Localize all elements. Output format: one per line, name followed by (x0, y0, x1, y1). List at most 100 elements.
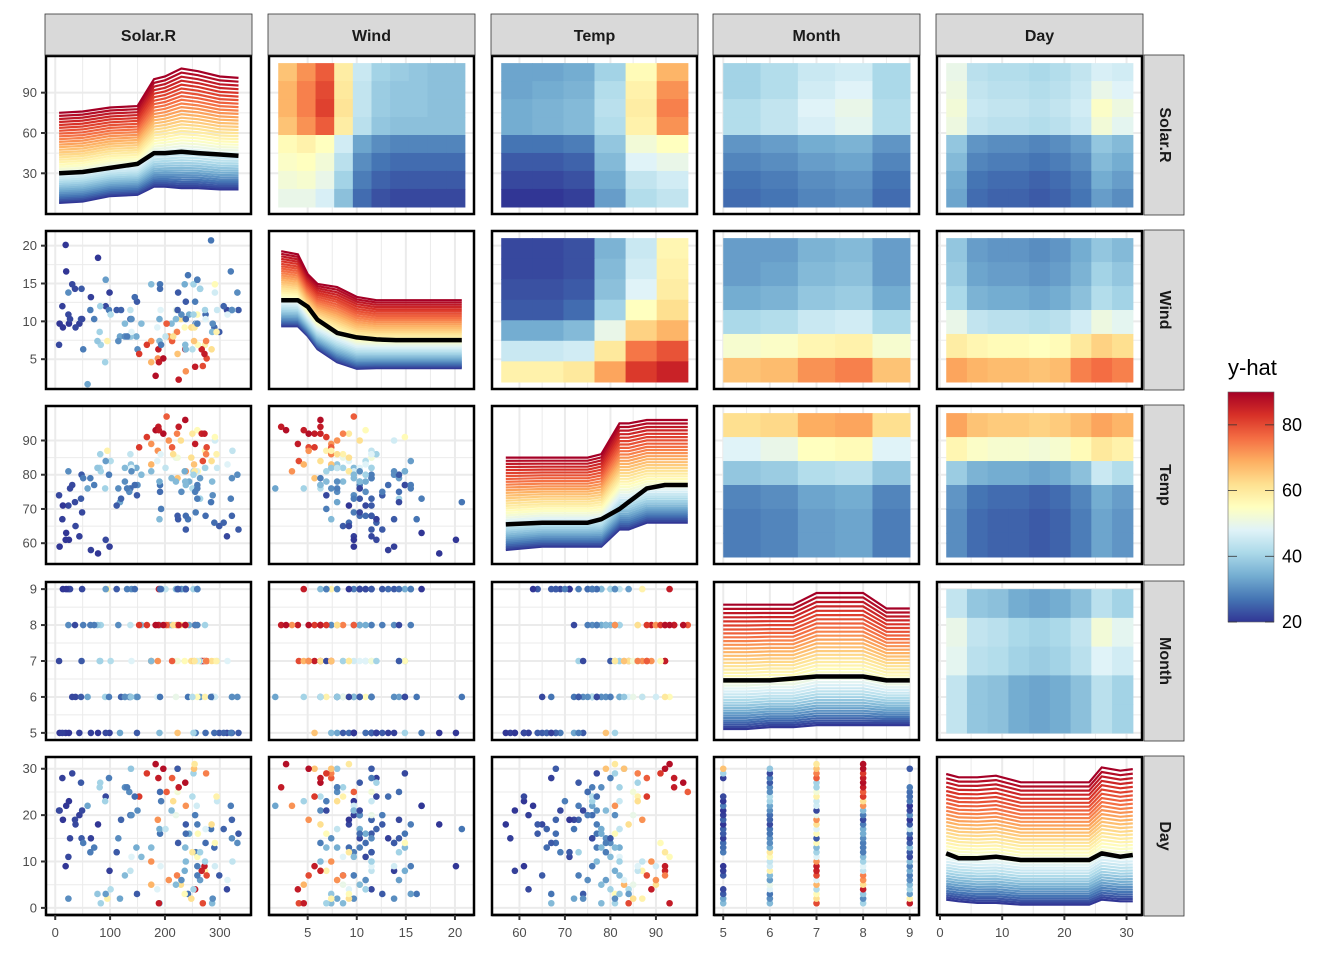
scatter-point (143, 621, 151, 629)
ice-curve (723, 690, 910, 699)
scatter-point (311, 729, 318, 737)
scatter-point (648, 621, 655, 629)
scatter-point (277, 621, 285, 629)
scatter-point (115, 485, 122, 492)
heatmap-cell (334, 170, 354, 190)
scatter-point (859, 797, 867, 805)
row-strip-bg (1143, 580, 1185, 742)
scatter-point (333, 450, 341, 458)
heatmap-cell (987, 704, 1010, 734)
scatter-point (345, 657, 353, 665)
heatmap-cell (1029, 357, 1051, 383)
scatter-point (113, 848, 120, 856)
scatter-point (202, 315, 209, 323)
scatter-point (350, 811, 358, 819)
scatter-point (147, 337, 155, 345)
row-strip-solar-r: Solar.R (1143, 54, 1185, 216)
row-strip-wind: Wind (1143, 229, 1185, 391)
scatter-point (339, 430, 347, 437)
scatter-point (117, 816, 125, 824)
ice-curve (59, 71, 239, 117)
heatmap-cell (797, 310, 836, 335)
scatter-point (311, 474, 318, 482)
scatter-point (147, 440, 155, 448)
scatter-point (191, 760, 198, 768)
scatter-point (131, 293, 139, 301)
heatmap-cell (390, 99, 410, 118)
heatmap-cell (501, 63, 533, 82)
heatmap-cell (1029, 532, 1051, 558)
scatter-point (625, 585, 632, 593)
scatter-point (350, 788, 358, 796)
ice-curve (723, 709, 910, 717)
scatter-point (362, 839, 369, 847)
heatmap-cell (835, 413, 874, 438)
ice-curve (946, 873, 1133, 883)
scatter-point (584, 621, 591, 629)
heatmap-cell (946, 152, 968, 172)
ice-curve (505, 422, 688, 462)
panel-wind-vs-temp (490, 229, 699, 391)
heatmap-cell (835, 357, 874, 383)
heatmap-cell (946, 675, 968, 705)
scatter-point (300, 899, 308, 907)
x-tick-label: 20 (1057, 925, 1071, 940)
col-strip-wind: Wind (267, 13, 476, 56)
scatter-point (156, 825, 163, 833)
scatter-point (181, 844, 189, 851)
heatmap-cell (872, 99, 911, 118)
scatter-point (78, 285, 85, 293)
heatmap-cell (723, 188, 762, 208)
ice-curve (945, 766, 1133, 784)
ice-curve (946, 876, 1133, 886)
heatmap-cell (1070, 333, 1092, 359)
scatter-point (390, 895, 398, 902)
row-strip-day: Day (1143, 755, 1185, 917)
scatter-point (317, 621, 324, 629)
y-tick-label: 5 (30, 725, 37, 740)
scatter-point (224, 876, 231, 884)
heatmap-cell (625, 361, 658, 383)
scatter-point (300, 426, 308, 434)
scatter-point (906, 825, 914, 833)
scatter-point (228, 693, 236, 701)
scatter-point (84, 485, 91, 492)
scatter-point (602, 848, 610, 856)
scatter-point (350, 474, 358, 482)
y-tick-label: 5 (30, 352, 37, 367)
ice-curve (723, 701, 910, 710)
heatmap-cell (532, 299, 565, 321)
scatter-point (593, 807, 601, 814)
heatmap-cell (390, 63, 410, 82)
row-strip-bg (1143, 404, 1185, 566)
scatter-point (128, 468, 135, 475)
heatmap-cell (946, 63, 968, 82)
scatter-point (201, 693, 209, 701)
scatter-point (323, 585, 330, 593)
heatmap-cell (563, 340, 596, 362)
scatter-point (155, 426, 163, 434)
scatter-point (413, 890, 420, 898)
heatmap-cell (371, 135, 391, 154)
scatter-point (362, 502, 369, 509)
scatter-point (234, 693, 241, 701)
panel-solar-r-vs-solar-r (44, 54, 253, 216)
x-tick-label: 5 (304, 925, 311, 940)
heatmap-cell (1029, 413, 1051, 438)
heatmap-cell (1112, 262, 1134, 287)
scatter-point (345, 468, 353, 475)
ice-curve (946, 886, 1133, 895)
scatter-point (157, 341, 165, 349)
heatmap-cell (966, 117, 989, 136)
heatmap-cell (835, 485, 874, 510)
col-strip-month: Month (712, 13, 921, 56)
ice-curve (723, 667, 910, 678)
scatter-point (209, 320, 216, 327)
scatter-point (333, 464, 341, 472)
heatmap-cell (656, 188, 689, 208)
row-strip-bg (1143, 54, 1185, 216)
heatmap-cell (760, 485, 799, 510)
scatter-point (177, 437, 185, 444)
heatmap-cell (835, 508, 874, 534)
ice-curve (59, 126, 239, 159)
